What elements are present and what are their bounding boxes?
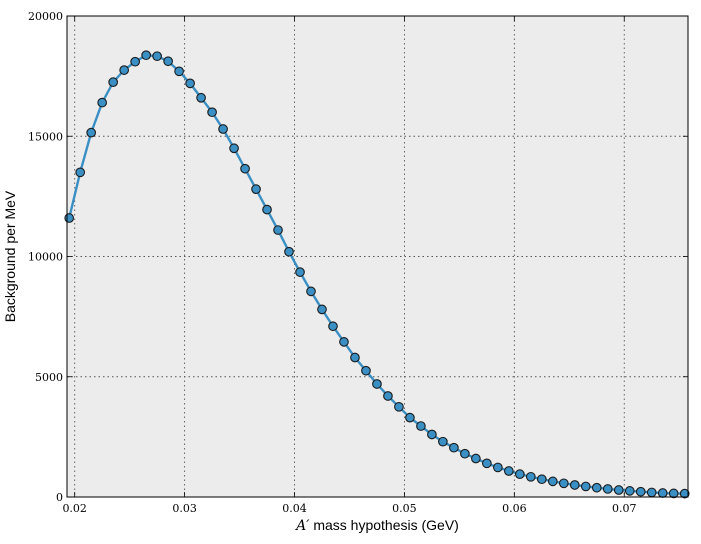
- plot-frame: [66, 15, 689, 498]
- data-point: [405, 412, 415, 423]
- data-point: [130, 56, 140, 67]
- data-point: [591, 482, 602, 493]
- x-axis-label-text: mass hypothesis (GeV): [309, 517, 458, 533]
- data-point: [383, 391, 393, 401]
- tick-labels: 0.02 0.03 0.04 0.05 0.06 0.07 0 5000 10000 15000 2…: [28, 10, 637, 515]
- grid: [67, 16, 688, 497]
- data-point: [624, 486, 635, 496]
- x-tick-label: 0.06: [502, 502, 527, 515]
- y-tick-label: 5000: [35, 371, 63, 384]
- data-point: [328, 321, 338, 332]
- data-point: [163, 56, 173, 67]
- data-point: [416, 421, 426, 431]
- data-point: [273, 225, 283, 235]
- data-point: [196, 92, 206, 103]
- data-point: [229, 143, 239, 154]
- data-point: [350, 352, 360, 363]
- x-axis-label: A′ mass hypothesis (GeV): [294, 517, 459, 534]
- data-point: [75, 167, 86, 178]
- data-point: [580, 481, 591, 492]
- data-point: [295, 267, 305, 277]
- data-point: [547, 476, 558, 487]
- x-tick-label: 0.04: [282, 502, 307, 515]
- data-point: [152, 51, 162, 62]
- y-tick-label: 15000: [28, 130, 63, 143]
- data-point: [460, 448, 470, 459]
- data-point: [536, 474, 547, 485]
- data-point: [427, 429, 437, 440]
- data-point: [635, 486, 646, 497]
- data-point: [646, 487, 657, 498]
- data-point: [372, 379, 382, 389]
- data-point: [174, 66, 184, 77]
- data-point: [602, 484, 613, 494]
- data-point: [108, 77, 119, 87]
- data-point: [558, 478, 569, 489]
- data-point: [569, 480, 580, 490]
- data-point: [482, 458, 492, 469]
- data-point: [218, 124, 228, 134]
- data-point: [339, 337, 349, 347]
- data-point: [613, 485, 624, 495]
- data-point: [251, 184, 261, 195]
- data-point: [657, 488, 668, 498]
- data-point: [679, 488, 690, 499]
- data-point: [317, 304, 327, 315]
- x-tick-label: 0.05: [392, 502, 417, 515]
- y-tick-label: 20000: [28, 10, 63, 23]
- y-tick-label: 0: [56, 491, 63, 504]
- data-point: [262, 204, 272, 215]
- data-point: [64, 213, 75, 223]
- data-point: [141, 50, 151, 61]
- data-point: [449, 442, 459, 453]
- data-point: [514, 469, 525, 480]
- data-point: [306, 286, 316, 297]
- data-point: [493, 462, 503, 473]
- x-axis-label-prefix: A′: [294, 518, 310, 534]
- data-point: [471, 453, 481, 464]
- data-point: [503, 466, 514, 476]
- data-point: [97, 97, 108, 108]
- data-point: [361, 365, 371, 376]
- x-tick-label: 0.07: [612, 502, 637, 515]
- data-point: [668, 488, 679, 499]
- data-point: [240, 163, 250, 174]
- data-point: [525, 471, 536, 482]
- y-axis-label: Background per MeV: [2, 190, 18, 322]
- data-point: [438, 436, 448, 447]
- data-point: [284, 246, 294, 257]
- x-tick-label: 0.03: [172, 502, 197, 515]
- data-point: [185, 78, 195, 89]
- data-point: [207, 107, 217, 118]
- x-tick-label: 0.02: [62, 502, 87, 515]
- y-tick-label: 10000: [28, 251, 63, 264]
- data-point: [86, 127, 97, 138]
- data-point: [394, 401, 404, 412]
- data-point: [119, 65, 130, 75]
- data-points: [64, 50, 690, 499]
